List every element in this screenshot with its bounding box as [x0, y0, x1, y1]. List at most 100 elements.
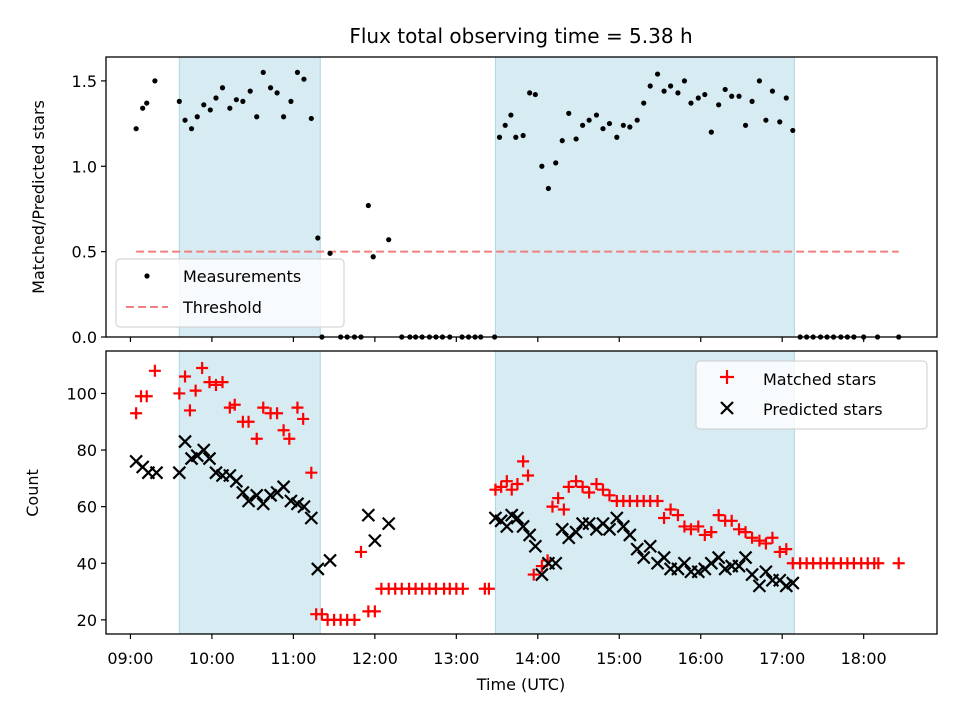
matched-star-point [759, 537, 772, 550]
x-tick-label: 11:00 [270, 649, 316, 668]
matched-star-point [196, 361, 209, 374]
y-tick-label: 20 [77, 611, 97, 630]
bottom-legend-box [695, 360, 928, 430]
measurement-point [620, 122, 626, 128]
predicted-star-point [752, 579, 767, 593]
predicted-stars-series [129, 434, 800, 593]
x-tick-label: 13:00 [433, 649, 479, 668]
matched-star-point [692, 520, 705, 533]
predicted-star-point [535, 567, 549, 582]
matched-star-point [283, 432, 296, 445]
measurement-point [152, 78, 158, 84]
predicted-star-point [616, 519, 631, 534]
y-tick-label: 80 [77, 441, 97, 460]
matched-star-point [546, 500, 559, 513]
measurement-point [365, 202, 371, 209]
top-y-axis-label: Matched/Predicted stars [29, 100, 48, 294]
measurement-point [233, 97, 239, 103]
matched-star-point [250, 432, 263, 445]
x-axis-label: Time (UTC) [476, 675, 565, 694]
measurement-point [573, 136, 579, 142]
matched-stars-series [130, 361, 905, 626]
predicted-star-point [555, 522, 570, 537]
measurement-point [260, 69, 266, 75]
y-tick-label: 1.5 [72, 72, 97, 91]
measurement-point [386, 237, 392, 243]
measurement-point [227, 105, 233, 111]
matched-star-point [576, 480, 589, 493]
matched-star-point [495, 480, 508, 493]
predicted-star-point [311, 562, 325, 576]
measurement-point [520, 132, 526, 139]
matched-star-point [242, 415, 255, 428]
measurement-point [315, 235, 321, 241]
measurement-point [667, 83, 674, 89]
predicted-star-point [623, 528, 637, 542]
matched-star-point [552, 492, 565, 505]
measurement-point [702, 91, 708, 98]
measurement-point [502, 122, 508, 128]
matched-star-point [590, 478, 603, 491]
matched-stars-legend-marker [720, 370, 734, 384]
measurement-point [749, 98, 755, 104]
matched-star-point [271, 407, 284, 420]
measurement-point [254, 114, 260, 120]
bottom-x-axis: 09:00 10:00 11:00 12:00 13:00 14:00 15:00 16:00… [107, 634, 887, 668]
predicted-star-point [636, 550, 651, 565]
matched-star-point [678, 520, 691, 533]
bottom-y-axis: 20 40 60 80 100 [66, 384, 106, 630]
matched-star-point [348, 613, 361, 626]
matched-star-point [746, 531, 759, 544]
predicted-star-point [241, 494, 256, 508]
predicted-star-point [368, 533, 382, 548]
matched-star-point [684, 523, 697, 536]
matched-star-point [739, 526, 752, 539]
measurement-point [513, 134, 519, 140]
predicted-star-point [236, 485, 250, 500]
matched-star-point [179, 370, 192, 383]
measurement-point [370, 254, 376, 260]
predicted-star-point [732, 559, 746, 573]
matched-star-point [173, 387, 186, 400]
measurement-point [736, 93, 742, 99]
matched-star-point [570, 475, 583, 488]
measurement-point [566, 110, 572, 116]
matched-star-point [773, 545, 786, 558]
top-panel: Flux total observing time = 5.38 h 0.00.… [29, 24, 938, 347]
measurement-point [508, 112, 514, 118]
predicted-star-point [602, 522, 617, 537]
measurement-point [708, 129, 714, 135]
matched-star-point [297, 412, 310, 425]
predicted-star-point [323, 553, 337, 568]
matched-star-point [489, 483, 502, 496]
predicted-star-point [786, 576, 800, 590]
y-tick-label: 60 [77, 498, 97, 517]
predicted-star-point [500, 519, 514, 534]
predicted-star-point [149, 465, 164, 480]
measurement-point [301, 76, 307, 82]
bottom-panel: 20 40 60 80 100 09:00 10:00 11:00 12:00 13:00 14:… [23, 350, 938, 694]
matched-star-point [482, 582, 495, 595]
matched-star-point [277, 424, 290, 437]
measurement-point [240, 98, 246, 104]
measurement-point [553, 160, 559, 166]
matched-star-point [517, 455, 530, 468]
x-tick-label: 18:00 [841, 649, 887, 668]
measurements-legend-label: Measurements [183, 267, 301, 286]
predicted-star-point [643, 539, 658, 554]
y-tick-label: 40 [77, 554, 97, 573]
matched-star-point [368, 605, 381, 618]
predicted-star-point [548, 556, 563, 571]
measurement-point [281, 114, 287, 120]
predicted-star-point [528, 539, 543, 554]
y-tick-label: 0.0 [72, 328, 97, 347]
predicted-star-point [361, 508, 376, 522]
top-axes-frame [105, 56, 938, 338]
top-legend-box [115, 258, 345, 328]
measurement-point [496, 134, 503, 140]
matched-star-point [872, 557, 885, 570]
matched-star-point [228, 398, 241, 411]
measurement-point [308, 115, 314, 122]
measurement-point [539, 163, 545, 169]
predicted-star-point [172, 465, 187, 480]
